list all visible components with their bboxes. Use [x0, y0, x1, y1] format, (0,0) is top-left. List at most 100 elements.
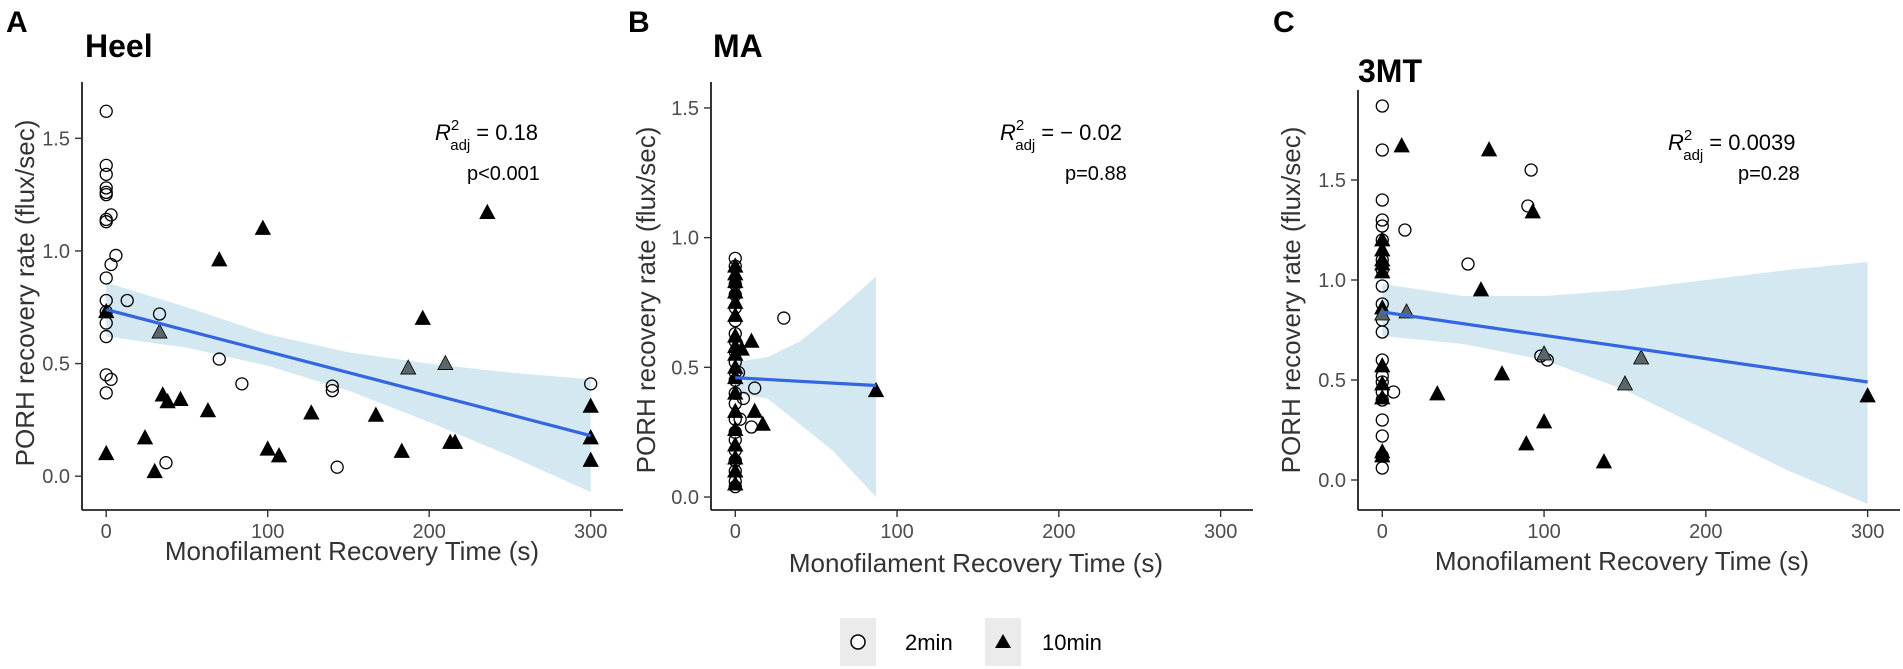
x-tick-label: 100 [880, 521, 913, 543]
data-point-10min [1374, 389, 1391, 405]
data-point-2min [99, 104, 113, 118]
data-point-2min [1375, 99, 1389, 113]
y-axis-title: PORH recovery rate (flux/sec) [1276, 127, 1306, 474]
y-tick-label: 1.5 [671, 98, 699, 120]
r2-superscript: 2 [1016, 117, 1024, 134]
data-point-10min [1535, 413, 1553, 429]
data-point-2min [99, 187, 113, 202]
r2-subscript: adj [1015, 137, 1035, 154]
data-point-10min [1393, 137, 1410, 153]
panel-b: B MA 0 100 200 300 0.0 0.5 1.0 1.5 Monofilament… [628, 6, 1253, 578]
data-point-10min [303, 404, 320, 420]
fit-line [1382, 310, 1868, 384]
data-point-2min [330, 460, 344, 474]
r2-value: = 0.18 [476, 120, 538, 145]
x-axis-title: Monofilament Recovery Time (s) [789, 548, 1163, 578]
data-point-10min [1472, 281, 1490, 297]
data-point-2min [748, 381, 762, 395]
data-point-10min [393, 442, 410, 458]
x-tick-label: 0 [101, 521, 112, 543]
x-tick-label: 300 [574, 521, 607, 543]
panel-title: 3MT [1358, 53, 1422, 89]
data-point-10min [1480, 141, 1498, 157]
r2-letter: R [1668, 130, 1684, 155]
r2-subscript: adj [450, 137, 470, 154]
data-point-2min [584, 377, 598, 391]
x-tick-label: 200 [413, 521, 446, 543]
data-point-10min [727, 402, 744, 418]
plot-area: 0 100 200 300 0.0 0.5 1.0 1.5 [1318, 90, 1900, 543]
data-point-10min [754, 415, 771, 431]
data-point-2min [1375, 193, 1389, 207]
data-point-2min [1375, 413, 1389, 427]
r2-letter: R [1000, 120, 1016, 145]
data-point-10min [1374, 357, 1391, 373]
r2-annotation: R2 adj = 0.0039 [1668, 127, 1796, 164]
x-axis-title: Monofilament Recovery Time (s) [1435, 546, 1809, 576]
y-tick-label: 1.5 [1318, 170, 1346, 192]
data-point-10min [727, 475, 744, 491]
r2-annotation: R2 adj = − 0.02 [1000, 117, 1122, 154]
y-tick-label: 1.0 [671, 228, 699, 250]
data-point-10min [743, 332, 760, 348]
y-tick-label: 1.0 [1318, 270, 1346, 292]
data-point-2min [1375, 429, 1389, 443]
data-point-10min [199, 402, 217, 418]
data-point-10min-gray [400, 359, 417, 375]
data-point-10min [414, 309, 431, 325]
data-point-10min [1524, 203, 1541, 219]
x-tick-label: 200 [1689, 521, 1722, 543]
data-point-2min [1375, 325, 1389, 339]
data-point-10min [479, 203, 496, 220]
y-tick-label: 0.0 [1318, 470, 1346, 492]
data-point-10min [367, 406, 385, 422]
y-tick-label: 1.5 [42, 128, 70, 150]
data-point-10min [146, 462, 163, 479]
panel-letter: A [6, 6, 28, 39]
x-tick-label: 300 [1851, 521, 1884, 543]
panel-a: A Heel 0 100 200 300 0.0 0.5 1.0 1.5 Monofilame… [6, 6, 623, 566]
x-tick-label: 0 [730, 521, 741, 543]
data-point-2min [212, 352, 226, 366]
data-point-10min [582, 451, 599, 467]
data-point-2min [99, 329, 113, 344]
data-point-2min [1386, 385, 1401, 399]
data-point-2min [104, 257, 118, 272]
y-tick-label: 1.0 [42, 241, 70, 263]
data-point-10min [446, 433, 464, 449]
data-point-2min [104, 208, 118, 222]
panel-title: Heel [85, 28, 153, 64]
y-tick-label: 0.0 [42, 466, 70, 488]
r2-value: = 0.0039 [1709, 130, 1795, 155]
y-tick-label: 0.5 [42, 354, 70, 376]
data-point-2min [99, 181, 113, 195]
r2-letter: R [435, 120, 451, 145]
r2-value: = − 0.02 [1041, 120, 1122, 145]
data-point-10min [582, 429, 599, 445]
panel-c: C 3MT 0 100 200 300 0.0 0.5 1.0 1.5 Monofilamen… [1273, 6, 1900, 576]
data-point-2min [99, 158, 113, 172]
r2-superscript: 2 [451, 117, 459, 134]
data-point-2min [99, 167, 113, 182]
data-point-10min [733, 340, 750, 356]
x-tick-label: 100 [1527, 521, 1560, 543]
p-value: p<0.001 [467, 163, 540, 185]
data-point-10min [727, 420, 744, 436]
x-axis-title: Monofilament Recovery Time (s) [165, 536, 539, 566]
legend-triangle-icon [995, 634, 1011, 648]
legend-label: 10min [1042, 630, 1102, 655]
legend-circle-icon [850, 634, 866, 650]
data-point-2min [104, 372, 118, 386]
data-point-10min [867, 381, 885, 398]
data-point-2min [99, 271, 113, 285]
panel-letter: C [1273, 6, 1295, 39]
data-point-10min [259, 440, 276, 456]
data-point-10min [1595, 453, 1613, 469]
data-point-2min [99, 212, 113, 227]
y-tick-label: 0.0 [671, 487, 699, 509]
plot-area: 0 100 200 300 0.0 0.5 1.0 1.5 [671, 82, 1253, 543]
data-point-2min [235, 377, 249, 391]
data-point-2min [777, 311, 791, 325]
data-point-2min [1375, 213, 1389, 227]
data-point-10min-gray [437, 354, 454, 370]
